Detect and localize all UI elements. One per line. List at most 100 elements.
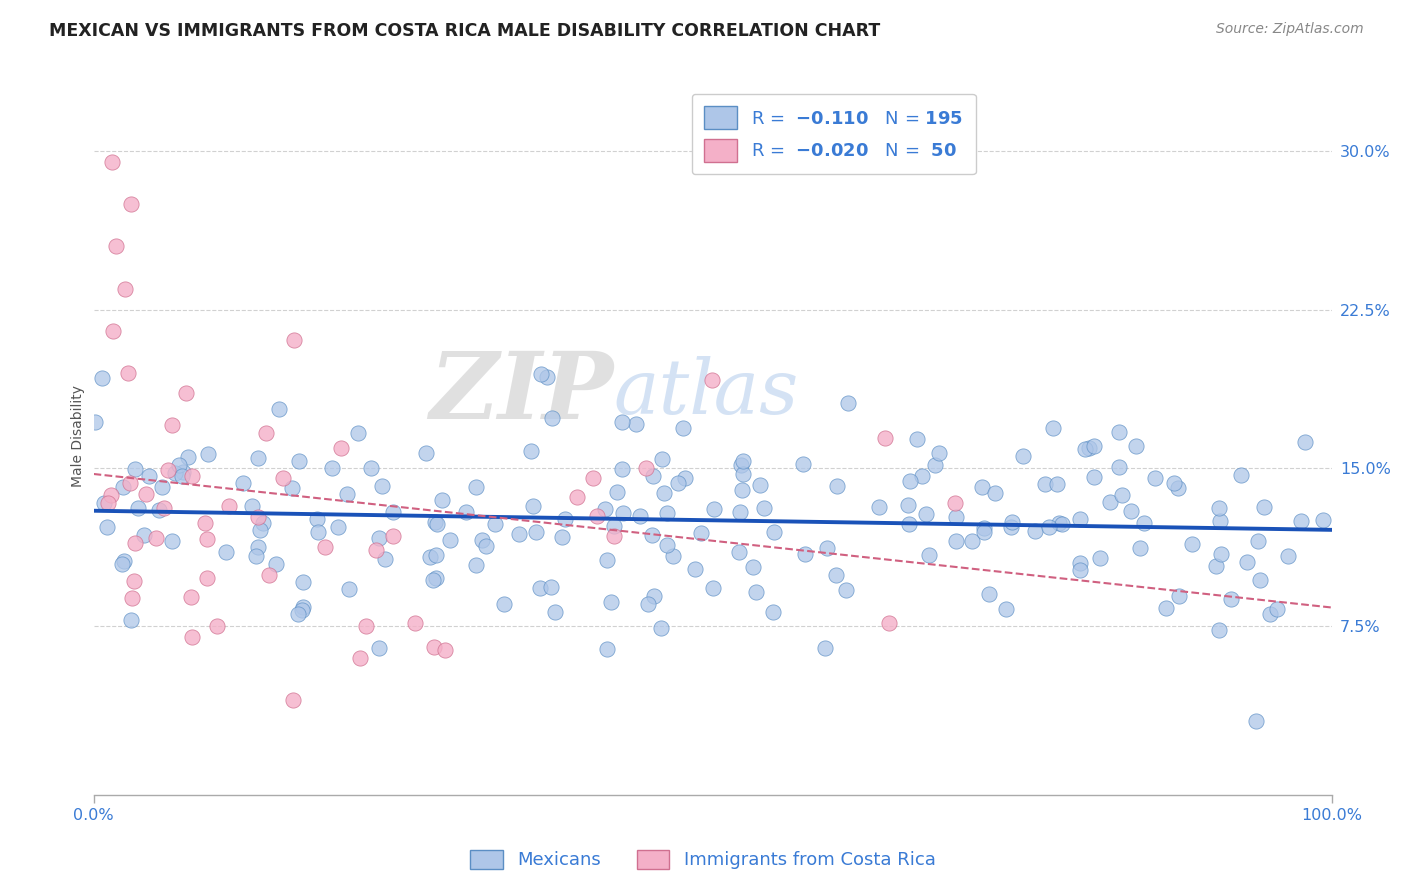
Point (283, 334, 305, 348)
Point (1000, 519, 1022, 533)
Point (425, 549, 447, 563)
Point (245, 549, 267, 563)
Point (610, 415, 633, 429)
Point (730, 458, 752, 472)
Point (195, 571, 218, 585)
Point (875, 431, 897, 445)
Point (120, 613, 142, 627)
Point (96, 520, 118, 534)
Point (492, 597, 515, 611)
Point (600, 595, 623, 609)
Point (970, 480, 993, 494)
Point (529, 581, 551, 595)
Point (349, 651, 371, 665)
Text: MEXICAN VS IMMIGRANTS FROM COSTA RICA MALE DISABILITY CORRELATION CHART: MEXICAN VS IMMIGRANTS FROM COSTA RICA MA… (49, 22, 880, 40)
Point (596, 641, 619, 656)
Point (1154, 601, 1177, 615)
Point (508, 526, 530, 541)
Point (240, 500, 263, 514)
Point (454, 505, 477, 519)
Point (733, 454, 755, 468)
Point (337, 582, 360, 596)
Point (792, 457, 814, 471)
Point (1046, 477, 1069, 491)
Point (945, 510, 967, 524)
Point (612, 462, 634, 476)
Point (165, 466, 187, 480)
Point (1069, 563, 1091, 577)
Point (626, 417, 648, 431)
Point (93, 496, 115, 510)
Point (603, 518, 626, 533)
Point (1119, 504, 1142, 518)
Point (1069, 556, 1091, 570)
Point (287, 607, 309, 621)
Point (918, 549, 941, 563)
Point (1042, 421, 1064, 435)
Point (426, 516, 449, 531)
Point (585, 509, 607, 524)
Point (1167, 481, 1189, 495)
Legend: Mexicans, Immigrants from Costa Rica: Mexicans, Immigrants from Costa Rica (461, 841, 945, 879)
Point (731, 483, 754, 497)
Point (1133, 516, 1156, 531)
Point (1208, 501, 1230, 516)
Point (367, 641, 389, 656)
Point (1230, 468, 1253, 483)
Point (582, 471, 605, 485)
Point (702, 581, 724, 595)
Point (606, 485, 628, 500)
Point (172, 465, 194, 479)
Point (643, 468, 665, 483)
Point (104, 239, 127, 253)
Point (825, 567, 848, 582)
Point (1129, 541, 1152, 556)
Point (259, 568, 281, 582)
Point (422, 573, 444, 587)
Point (655, 538, 678, 552)
Legend: R =  $\mathbf{-0.110}$   N = $\mathbf{195}$, R =  $\mathbf{-0.020}$   N =  $\mat: R = $\mathbf{-0.110}$ N = $\mathbf{195}$… (692, 94, 976, 174)
Point (307, 525, 329, 540)
Point (1083, 439, 1105, 453)
Point (464, 558, 486, 572)
Point (170, 468, 193, 483)
Point (943, 496, 966, 510)
Point (465, 480, 488, 494)
Point (135, 487, 157, 501)
Point (837, 396, 859, 410)
Point (1047, 516, 1070, 531)
Point (1163, 476, 1185, 491)
Point (181, 468, 204, 483)
Point (122, 574, 145, 589)
Point (690, 525, 713, 540)
Point (195, 532, 218, 546)
Point (138, 468, 160, 483)
Point (1088, 550, 1111, 565)
Point (1294, 434, 1316, 449)
Point (536, 369, 558, 384)
Point (246, 450, 269, 465)
Point (367, 531, 389, 545)
Point (731, 467, 754, 481)
Point (103, 324, 125, 338)
Point (1143, 471, 1166, 485)
Point (749, 477, 772, 491)
Point (100, 488, 122, 502)
Point (628, 508, 651, 523)
Point (1024, 524, 1046, 538)
Point (283, 693, 305, 707)
Point (471, 533, 494, 547)
Point (439, 533, 461, 548)
Point (162, 533, 184, 548)
Point (252, 516, 274, 530)
Point (121, 591, 143, 605)
Point (1312, 513, 1334, 527)
Point (364, 542, 387, 557)
Point (111, 557, 134, 571)
Point (1077, 441, 1099, 455)
Point (419, 550, 441, 565)
Point (176, 385, 198, 400)
Point (593, 502, 616, 516)
Point (960, 534, 983, 549)
Point (1253, 500, 1275, 514)
